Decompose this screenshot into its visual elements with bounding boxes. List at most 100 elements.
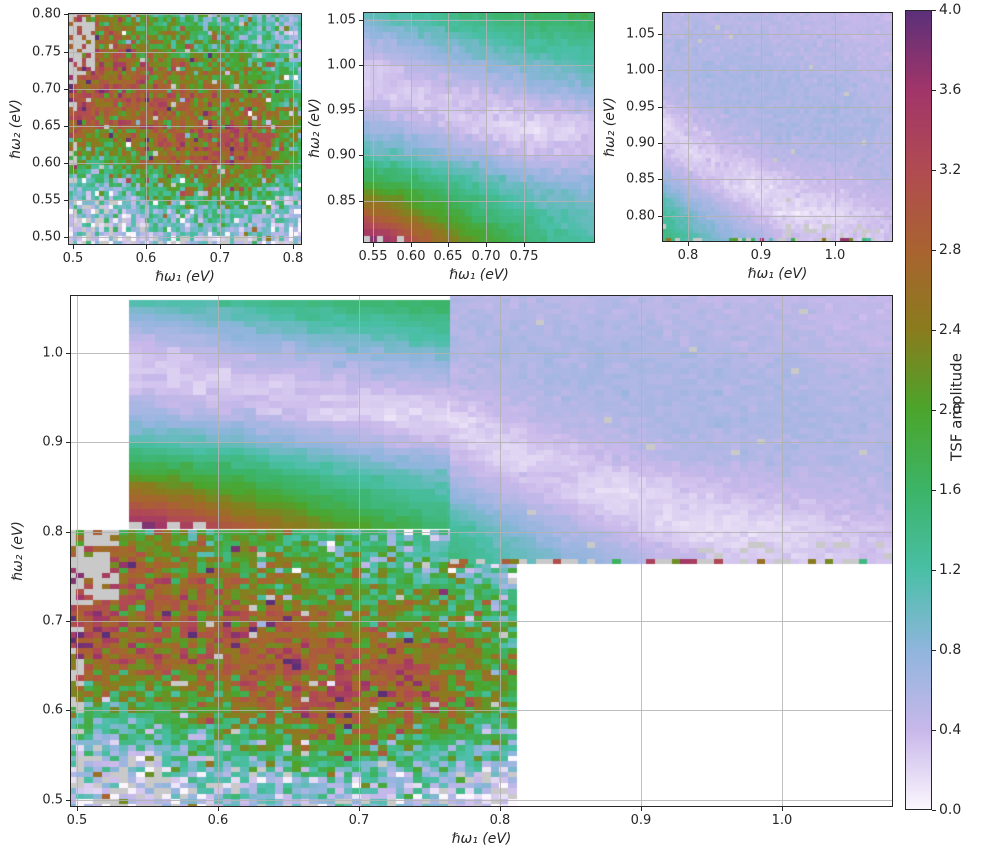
gridline	[363, 110, 595, 111]
x-tick-mark	[448, 243, 449, 247]
x-axis-label: ℏω₁ (eV)	[747, 266, 808, 282]
y-axis-label: ℏω₂ (eV)	[602, 97, 618, 157]
y-tick-mark	[658, 143, 662, 144]
colorbar-tick-mark	[932, 810, 936, 811]
gridline	[68, 237, 302, 238]
y-tick-mark	[359, 20, 363, 21]
colorbar-tick-label: 2.4	[939, 322, 962, 338]
gridline	[70, 442, 893, 443]
colorbar-tick-label: 2.0	[939, 402, 962, 418]
x-tick-mark	[486, 243, 487, 247]
gridline	[662, 70, 893, 71]
x-tick-label: 0.7	[209, 251, 231, 266]
y-tick-mark	[359, 65, 363, 66]
y-tick-mark	[359, 201, 363, 202]
y-tick-mark	[64, 89, 68, 90]
colorbar-tick-mark	[932, 250, 936, 251]
x-tick-label: 0.60	[396, 249, 426, 264]
y-tick-label: 0.7	[42, 613, 63, 629]
colorbar-tick-label: 0.0	[939, 802, 962, 818]
colorbar	[905, 10, 932, 810]
x-tick-label: 0.5	[66, 813, 88, 828]
subplot-composite	[70, 295, 893, 807]
gridline	[411, 12, 412, 243]
x-axis-label: ℏω₁ (eV)	[449, 267, 509, 283]
gridline	[662, 216, 893, 217]
gridline	[70, 710, 893, 711]
x-tick-mark	[688, 242, 689, 246]
x-tick-label: 0.9	[750, 248, 772, 263]
x-tick-label: 0.9	[630, 813, 652, 828]
x-tick-mark	[411, 243, 412, 247]
gridline	[486, 12, 487, 243]
y-tick-label: 1.00	[626, 62, 655, 78]
x-tick-mark	[524, 243, 525, 247]
y-tick-mark	[64, 52, 68, 53]
gridline	[835, 12, 836, 242]
x-tick-label: 0.8	[282, 251, 304, 266]
gridline	[73, 13, 74, 245]
y-tick-mark	[359, 155, 363, 156]
x-tick-mark	[218, 807, 219, 811]
y-tick-mark	[658, 34, 662, 35]
y-tick-mark	[66, 621, 70, 622]
y-tick-mark	[658, 179, 662, 180]
y-axis-label: ℏω₂ (eV)	[307, 97, 323, 158]
gridline	[373, 12, 374, 243]
gridline	[761, 12, 762, 242]
subplot-high-detail	[662, 12, 893, 242]
y-tick-label: 0.9	[42, 434, 63, 450]
y-tick-label: 0.90	[327, 147, 356, 163]
colorbar-tick-mark	[932, 410, 936, 411]
gridline	[500, 295, 501, 807]
gridline	[688, 12, 689, 242]
colorbar-tick-label: 2.8	[939, 242, 962, 258]
colorbar-label: TSF amplitude	[947, 353, 966, 461]
gridline	[641, 295, 642, 807]
subplot-mid-detail-heatmap	[363, 12, 595, 243]
y-axis-label: ℏω₂ (eV)	[8, 99, 24, 159]
x-tick-mark	[373, 243, 374, 247]
y-tick-mark	[66, 800, 70, 801]
y-tick-label: 0.85	[327, 193, 356, 209]
y-tick-label: 0.65	[32, 118, 61, 134]
gridline	[782, 295, 783, 807]
gridline	[662, 107, 893, 108]
colorbar-tick-mark	[932, 330, 936, 331]
y-tick-label: 1.05	[626, 26, 655, 42]
x-axis-label: ℏω₁ (eV)	[451, 831, 512, 847]
colorbar-tick-mark	[932, 90, 936, 91]
subplot-low-detail-heatmap	[68, 13, 302, 245]
x-tick-mark	[73, 245, 74, 249]
x-tick-label: 1.0	[771, 813, 793, 828]
gridline	[146, 13, 147, 245]
subplot-high-detail-heatmap	[662, 12, 893, 242]
y-tick-mark	[658, 107, 662, 108]
gridline	[70, 800, 893, 801]
y-tick-label: 0.70	[32, 81, 61, 97]
y-tick-label: 0.75	[32, 44, 61, 60]
gridline	[70, 532, 893, 533]
colorbar-tick-mark	[932, 490, 936, 491]
x-tick-mark	[359, 807, 360, 811]
y-tick-mark	[64, 14, 68, 15]
y-tick-mark	[66, 532, 70, 533]
y-tick-mark	[359, 110, 363, 111]
gridline	[68, 126, 302, 127]
y-tick-label: 0.95	[626, 99, 655, 115]
y-tick-label: 0.95	[327, 102, 356, 118]
y-tick-mark	[64, 200, 68, 201]
y-tick-label: 0.5	[42, 792, 63, 808]
gridline	[363, 65, 595, 66]
colorbar-gradient	[905, 10, 932, 810]
gridline	[448, 12, 449, 243]
x-tick-label: 0.65	[433, 249, 463, 264]
subplot-mid-detail	[363, 12, 595, 243]
x-tick-mark	[782, 807, 783, 811]
colorbar-tick-label: 3.2	[939, 162, 962, 178]
gridline	[70, 353, 893, 354]
subplot-low-detail	[68, 13, 302, 245]
gridline	[218, 295, 219, 807]
x-tick-mark	[500, 807, 501, 811]
y-tick-label: 0.60	[32, 155, 61, 171]
